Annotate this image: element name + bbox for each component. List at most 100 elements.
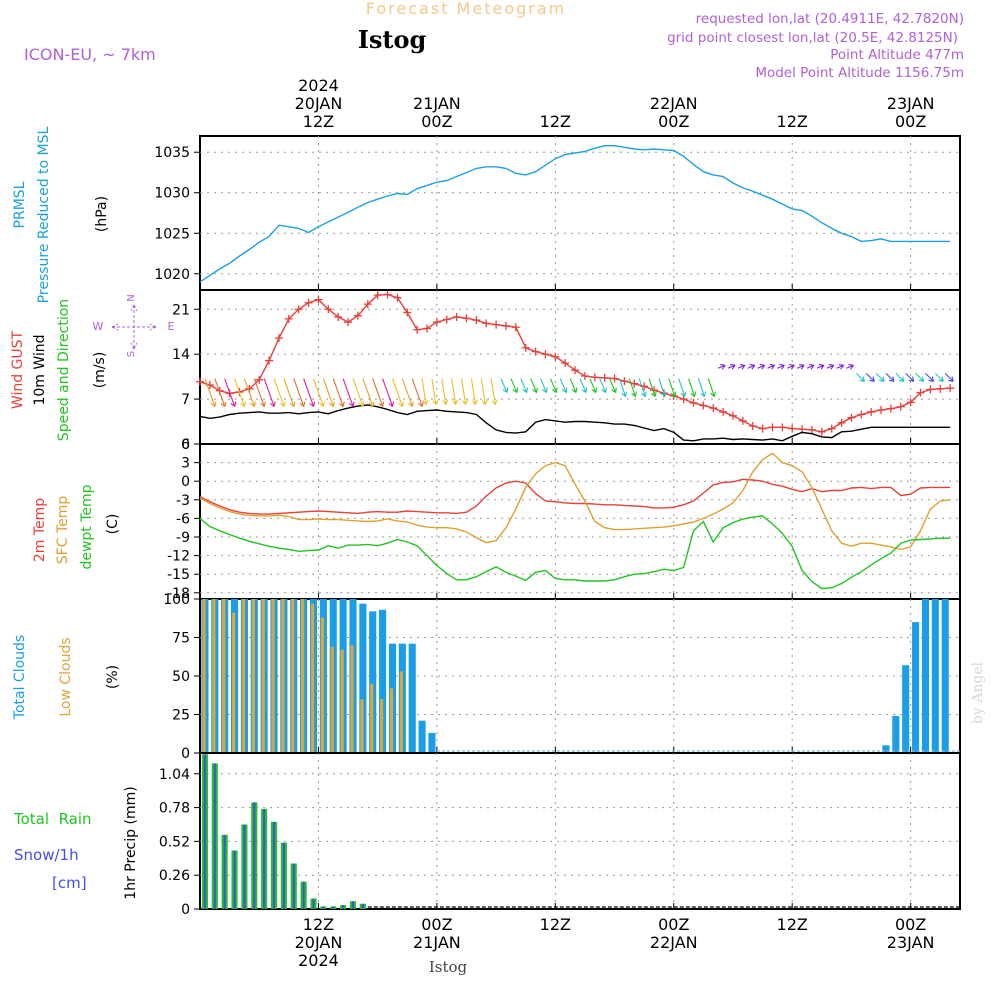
gust-point (857, 410, 866, 419)
y-tick-label: 0 (181, 746, 190, 762)
low-cloud-bar (202, 599, 206, 753)
wind-arrow-head (561, 387, 568, 393)
wind-arrow (934, 373, 944, 382)
wind-arrow-head (348, 401, 355, 407)
gust-point (304, 298, 313, 307)
gust-point (196, 377, 204, 386)
wind-arrow (451, 378, 457, 405)
wind-arrow-head (799, 364, 805, 370)
total-cloud-bar (931, 599, 939, 753)
gust-point (877, 405, 886, 414)
series-line-sfc-temp (199, 452, 951, 551)
gust-point (610, 374, 619, 383)
y-tick-label: 1025 (154, 226, 190, 242)
top-axis-label: 12Z (540, 112, 571, 131)
gust-point (916, 388, 925, 397)
snow-bar (342, 905, 345, 909)
wind-arrow-head (641, 391, 647, 397)
wind-arrow (648, 378, 656, 397)
low-cloud-bar (340, 649, 344, 753)
wind-arrow (589, 378, 597, 393)
wind-arrow-head (522, 387, 529, 393)
watermark: by Angel (970, 661, 986, 724)
wind-arrow (796, 364, 805, 369)
total-cloud-bar (941, 599, 949, 753)
wind-arrow-head (789, 364, 795, 370)
wind-arrow-head (749, 364, 756, 370)
snow-bar (213, 763, 216, 909)
gust-point (886, 404, 895, 413)
gust-point (531, 347, 540, 356)
compass-w: W (93, 320, 104, 333)
cloud-labels: Total Clouds Low Clouds (%) (12, 635, 121, 720)
panel-precipitation: 0 0.26 0.52 0.78 1.04 (159, 752, 961, 918)
low-cloud-bar (231, 612, 236, 753)
snow-bar (263, 808, 266, 909)
wind-arrow (234, 378, 246, 407)
wind-arrow-head (398, 401, 404, 407)
wind-arrow-head (611, 387, 617, 393)
sfc-label: SFC Temp (55, 496, 71, 565)
y-tick-label: 14 (172, 347, 190, 363)
y-tick-label: -18 (167, 586, 190, 602)
model-altitude: Model Point Altitude 1156.75m (755, 65, 964, 81)
snow-bar (223, 834, 226, 909)
wind-arrow-head (502, 387, 509, 393)
gust-point (728, 411, 737, 420)
wind-arrow (737, 364, 746, 369)
wind-arrow (214, 378, 226, 407)
bottom-axis-label: 12Z (777, 915, 808, 934)
wind-arrow-head (908, 376, 915, 382)
low-cloud-bar (360, 699, 364, 753)
wind-arrow-head (269, 401, 276, 407)
gust-point (363, 300, 372, 309)
location-title: Istog (358, 25, 427, 54)
snow-bar (273, 821, 276, 909)
wind-arrow (431, 378, 437, 405)
wind-arrow-head (319, 401, 326, 407)
wind-arrow (895, 373, 905, 382)
gust-point (748, 422, 757, 431)
wind-arrow (826, 364, 834, 369)
panel-frame (199, 135, 961, 291)
wind-arrow (352, 378, 364, 407)
wind-arrow-head (650, 391, 657, 397)
gust-point (294, 305, 303, 314)
gust-point (353, 311, 362, 320)
gust-point (719, 407, 728, 416)
gust-point (807, 425, 816, 434)
y-tick-label: -6 (176, 511, 190, 527)
wind-arrow (707, 378, 715, 397)
snow-bar (243, 824, 246, 909)
wind-arrow (362, 378, 374, 407)
wind-arrow (816, 364, 825, 369)
wind-arrow (668, 378, 676, 397)
gust-point (571, 366, 580, 375)
top-axis-label: 2024 (298, 76, 339, 95)
y-tick-label: 3 (181, 456, 190, 472)
gust-point (265, 356, 274, 365)
wind-arrow-head (859, 376, 865, 382)
gust-point (501, 321, 510, 330)
series-line-prmsl (199, 144, 951, 283)
compass-s: S (126, 351, 137, 357)
top-axis-label: 00Z (421, 112, 452, 131)
wind-arrow (747, 364, 756, 369)
gust-point (403, 308, 412, 317)
wind-arrow (697, 378, 705, 397)
wind-arrow-head (670, 391, 677, 397)
y-tick-label: 1030 (154, 186, 190, 202)
wind-arrow (520, 378, 528, 393)
gust-point (521, 343, 530, 352)
gust-point (709, 404, 718, 413)
wind-arrow (569, 378, 577, 393)
gust-point (896, 402, 905, 411)
low-cloud-bar (212, 599, 216, 753)
wind-arrow-head (422, 399, 429, 405)
wind-arrow-head (621, 391, 628, 397)
wind-arrow-head (720, 364, 726, 370)
temperature-labels: 2m Temp SFC Temp dewpt Temp (C) (32, 484, 121, 569)
wind-arrow (609, 378, 617, 393)
